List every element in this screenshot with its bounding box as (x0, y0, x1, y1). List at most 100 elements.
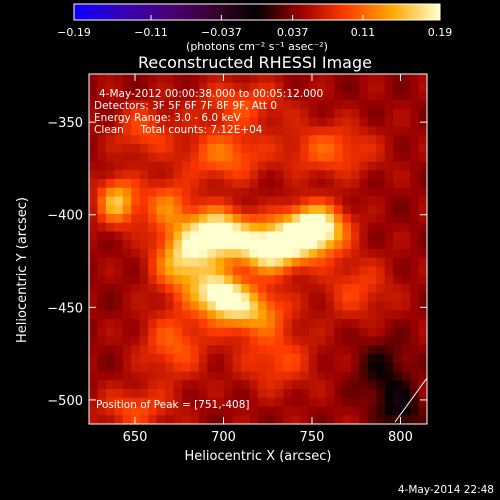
heatmap-cell (393, 82, 403, 93)
heatmap-cell (181, 389, 191, 399)
heatmap-cell (131, 389, 141, 399)
heatmap-cell (131, 319, 141, 329)
heatmap-cell (334, 406, 344, 416)
heatmap-cell (393, 214, 403, 224)
heatmap-cell (241, 249, 251, 259)
heatmap-cell (198, 91, 208, 101)
heatmap-cell (232, 371, 242, 381)
heatmap-cell (359, 345, 369, 355)
heatmap-cell (410, 144, 420, 154)
heatmap-cell (181, 345, 191, 355)
heatmap-cell (258, 362, 268, 373)
heatmap-cell (350, 91, 360, 101)
heatmap-cell (207, 196, 217, 206)
heatmap-cell (139, 354, 149, 364)
heatmap-cell (359, 82, 369, 93)
heatmap-cell (300, 310, 310, 320)
colorbar-tick-label: −0.11 (134, 26, 168, 39)
heatmap-cell (410, 196, 420, 206)
heatmap-cell (131, 354, 141, 364)
heatmap-cell (274, 205, 284, 215)
heatmap-cell (105, 109, 115, 119)
heatmap-cell (317, 415, 327, 424)
heatmap-cell (376, 82, 386, 93)
heatmap-cell (173, 371, 183, 381)
heatmap-cell (89, 126, 99, 136)
heatmap-cell (308, 301, 318, 311)
heatmap-cell (215, 336, 225, 346)
heatmap-cell (156, 100, 166, 110)
heatmap-cell (156, 327, 166, 338)
heatmap-cell (139, 415, 149, 424)
heatmap-cell (97, 292, 107, 303)
heatmap-cell (190, 240, 200, 250)
peak-position-label: Position of Peak = [751,-408] (96, 399, 250, 411)
heatmap-cell (384, 231, 394, 241)
heatmap-cell (198, 152, 208, 163)
heatmap-cell (224, 301, 234, 311)
heatmap-cell (384, 100, 394, 110)
heatmap-cell (131, 196, 141, 206)
heatmap-cell (232, 249, 242, 259)
heatmap-cell (114, 91, 124, 101)
heatmap-cell (122, 362, 132, 373)
heatmap-cell (89, 336, 99, 346)
heatmap-cell (274, 406, 284, 416)
heatmap-cell (393, 187, 403, 198)
heatmap-cell (148, 214, 158, 224)
heatmap-cell (393, 389, 403, 399)
heatmap-cell (384, 354, 394, 364)
heatmap-cell (173, 345, 183, 355)
heatmap-cell (367, 214, 377, 224)
heatmap-cell (105, 187, 115, 198)
heatmap-cell (334, 397, 344, 408)
heatmap-cell (376, 205, 386, 215)
heatmap-cell (148, 249, 158, 259)
heatmap-cell (342, 397, 352, 408)
heatmap-cell (97, 222, 107, 233)
heatmap-cell (334, 345, 344, 355)
heatmap-cell (232, 345, 242, 355)
heatmap-cell (376, 214, 386, 224)
heatmap-cell (156, 292, 166, 303)
heatmap-cell (274, 170, 284, 180)
heatmap-cell (97, 336, 107, 346)
heatmap-cell (241, 301, 251, 311)
heatmap-cell (359, 117, 369, 128)
heatmap-cell (342, 389, 352, 399)
heatmap-cell (308, 371, 318, 381)
heatmap-cell (350, 397, 360, 408)
heatmap-cell (148, 144, 158, 154)
heatmap-cell (207, 152, 217, 163)
heatmap-cell (283, 266, 293, 276)
heatmap-cell (224, 284, 234, 294)
heatmap-cell (359, 389, 369, 399)
heatmap-cell (266, 380, 276, 390)
heatmap-cell (317, 161, 327, 171)
heatmap-cell (393, 415, 403, 424)
heatmap-cell (232, 362, 242, 373)
colorbar-tick-label: 0.11 (351, 26, 376, 39)
heatmap-cell (131, 126, 141, 136)
heatmap-cell (249, 126, 259, 136)
heatmap-cell (148, 170, 158, 180)
heatmap-cell (165, 240, 175, 250)
heatmap-cell (114, 135, 124, 145)
heatmap-cell (334, 179, 344, 189)
heatmap-cell (148, 354, 158, 364)
heatmap-cell (114, 266, 124, 276)
heatmap-cell (224, 231, 234, 241)
heatmap-cell (334, 275, 344, 285)
heatmap-cell (258, 354, 268, 364)
heatmap-cell (122, 214, 132, 224)
heatmap-cell (114, 275, 124, 285)
heatmap-cell (308, 275, 318, 285)
heatmap-cell (232, 301, 242, 311)
heatmap-cell (291, 82, 301, 93)
heatmap-cell (165, 187, 175, 198)
heatmap-cell (89, 284, 99, 294)
heatmap-cell (207, 91, 217, 101)
heatmap-cell (232, 144, 242, 154)
heatmap-cell (401, 74, 411, 84)
heatmap-cell (367, 91, 377, 101)
